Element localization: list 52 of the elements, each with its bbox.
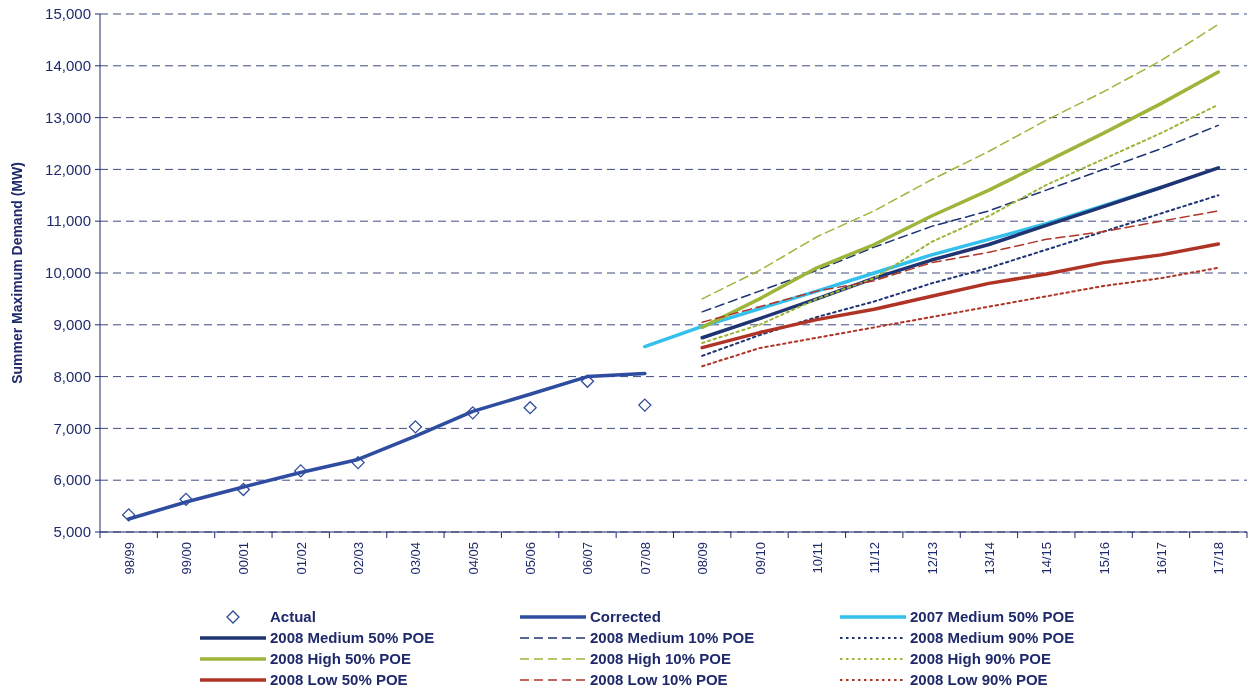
legend-label: 2008 Medium 10% POE (590, 629, 755, 647)
legend-label: 2008 High 90% POE (910, 650, 1051, 668)
legend-label: 2007 Medium 50% POE (910, 608, 1075, 626)
legend-label: 2008 Medium 50% POE (270, 629, 435, 647)
x-tick-label: 15/16 (1096, 542, 1112, 575)
y-tick-label: 12,000 (45, 160, 91, 178)
x-tick-label: 99/00 (179, 542, 195, 575)
x-tick-label: 10/11 (809, 542, 825, 574)
legend-label: 2008 Low 90% POE (910, 671, 1048, 689)
point (638, 398, 652, 412)
y-tick-label: 5,000 (53, 523, 91, 541)
line-series (700, 70, 1221, 330)
y-tick-label: 9,000 (53, 316, 91, 334)
legend-label: 2008 High 50% POE (270, 650, 411, 668)
x-tick-label: 12/13 (924, 542, 940, 575)
y-tick-label: 7,000 (53, 419, 91, 437)
x-tick-label: 05/06 (523, 542, 539, 575)
line-series (701, 266, 1220, 368)
x-tick-label: 07/08 (637, 542, 653, 575)
x-tick-label: 13/14 (981, 542, 997, 575)
x-tick-label: 16/17 (1153, 542, 1169, 575)
y-tick-label: 6,000 (53, 471, 91, 489)
x-tick-label: 09/10 (752, 542, 768, 575)
x-tick-label: 98/99 (121, 542, 137, 575)
x-tick-label: 14/15 (1039, 542, 1055, 575)
legend-label: 2008 High 10% POE (590, 650, 731, 668)
legend-label: Actual (270, 608, 316, 626)
y-tick-label: 15,000 (45, 5, 91, 23)
x-tick-label: 03/04 (408, 542, 424, 575)
x-tick-label: 11/12 (867, 542, 883, 574)
y-tick-label: 10,000 (45, 264, 91, 282)
legend-label: 2008 Medium 90% POE (910, 629, 1075, 647)
point (523, 401, 537, 415)
legend-label: Corrected (590, 608, 661, 626)
x-tick-label: 17/18 (1211, 542, 1227, 575)
legend-label: 2008 Low 10% POE (590, 671, 728, 689)
line-series (701, 23, 1220, 300)
x-tick-label: 04/05 (465, 542, 481, 575)
y-tick-label: 13,000 (45, 108, 91, 126)
y-tick-label: 11,000 (46, 212, 91, 230)
line-series (701, 210, 1220, 323)
y-axis-title: Summer Maximum Demand (MW) (9, 162, 25, 384)
x-tick-label: 00/01 (236, 542, 252, 575)
y-tick-label: 8,000 (53, 367, 91, 385)
line-series (700, 242, 1221, 350)
y-tick-label: 14,000 (45, 57, 91, 75)
x-tick-label: 08/09 (695, 542, 711, 575)
x-tick-label: 01/02 (293, 542, 309, 575)
x-tick-label: 02/03 (351, 542, 367, 575)
point (408, 420, 423, 434)
legend-label: 2008 Low 50% POE (270, 671, 408, 689)
x-tick-label: 06/07 (580, 542, 596, 575)
